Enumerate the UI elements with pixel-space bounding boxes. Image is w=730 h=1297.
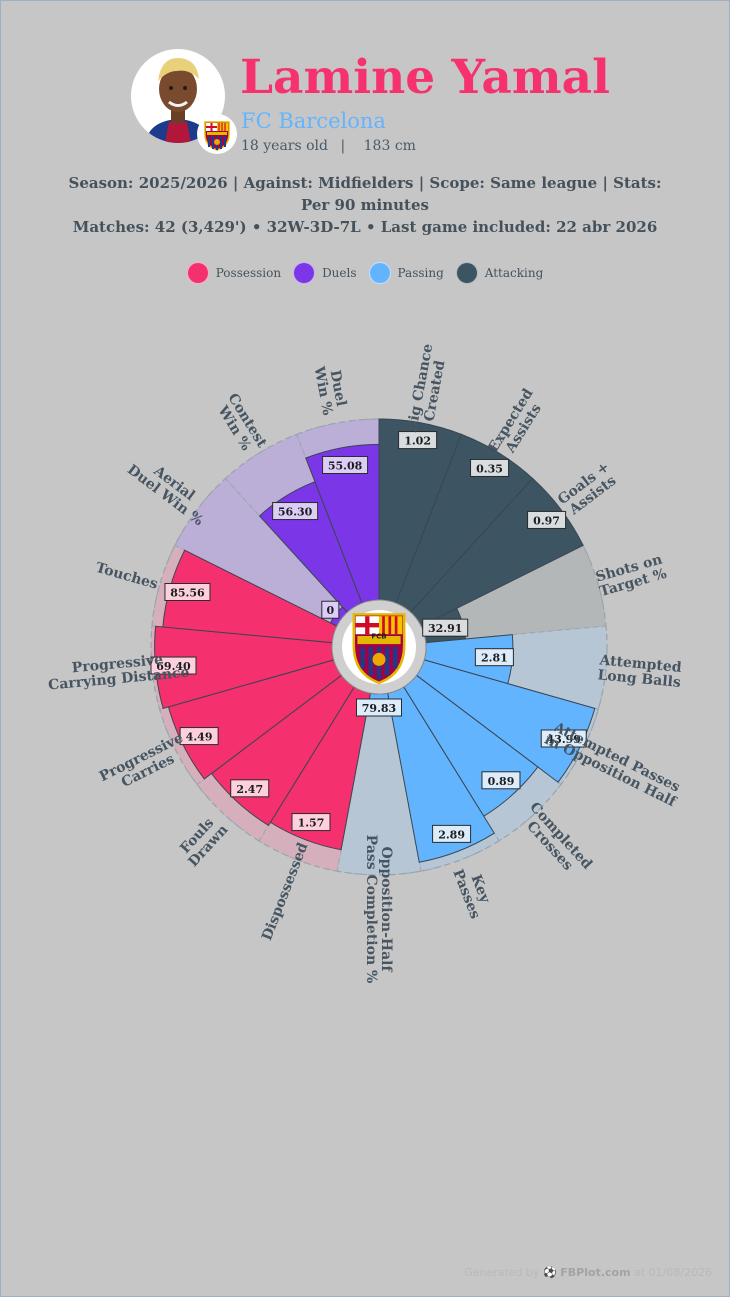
category-label-progressive-carries: ProgressiveCarries bbox=[97, 730, 193, 799]
footer: Generated by ⚽ FBPlot.com at 01/08/2026 bbox=[464, 1266, 712, 1279]
player-age: 18 years old bbox=[241, 138, 329, 154]
legend-item-possession: Possession bbox=[186, 262, 282, 284]
category-label-line: Long Balls bbox=[597, 667, 682, 691]
category-label-line: Touches bbox=[94, 560, 160, 593]
crest-label: FCB bbox=[371, 633, 386, 641]
legend-swatch-attacking bbox=[455, 262, 478, 284]
value-label-expected-assists: 0.35 bbox=[476, 462, 503, 475]
value-label-box-expected-assists bbox=[470, 458, 510, 477]
category-label-line: Attempted bbox=[598, 652, 683, 676]
legend-item-passing: Passing bbox=[368, 262, 444, 284]
legend: Possession Duels Passing Attacking bbox=[0, 262, 730, 284]
legend-item-duels: Duels bbox=[293, 262, 357, 284]
player-meta: 18 years old | 183 cm bbox=[241, 138, 416, 154]
legend-swatch-possession bbox=[186, 262, 209, 284]
value-label-opposition-half-pass-completion: 79.83 bbox=[362, 702, 396, 715]
club-badge bbox=[197, 114, 237, 154]
legend-label-passing: Passing bbox=[397, 266, 444, 280]
value-label-completed-crosses: 0.89 bbox=[488, 775, 515, 788]
player-name: Lamine Yamal bbox=[240, 50, 610, 105]
category-label-duel-win: DuelWin % bbox=[310, 362, 350, 417]
context-line-2: Matches: 42 (3,429') • 32W-3D-7L • Last … bbox=[72, 218, 658, 236]
category-label-key-passes: KeyPasses bbox=[449, 862, 497, 922]
footer-prefix: Generated by bbox=[464, 1266, 540, 1279]
context-block: Season: 2025/2026 | Against: Midfielders… bbox=[58, 172, 672, 238]
value-label-box-progressive-carrying-distance bbox=[150, 656, 197, 675]
value-label-goals-assists: 0.97 bbox=[533, 514, 560, 527]
category-label-attempted-long-balls: AttemptedLong Balls bbox=[596, 652, 682, 691]
category-label-big-chance-created: Big ChanceCreated bbox=[404, 342, 451, 436]
player-height: 183 cm bbox=[363, 138, 416, 154]
legend-swatch-passing bbox=[368, 262, 391, 284]
category-label-line: Duel bbox=[327, 369, 349, 408]
value-label-box-fouls-drawn bbox=[230, 779, 270, 798]
category-label-shots-on-target: Shots onTarget % bbox=[594, 551, 669, 600]
radar-outer-ring bbox=[150, 418, 608, 876]
category-label-contest-win: ContestWin % bbox=[212, 391, 270, 459]
category-label-goals-assists: Goals +Assists bbox=[555, 459, 622, 520]
legend-label-attacking: Attacking bbox=[484, 266, 544, 280]
category-label-fouls-drawn: FoulsDrawn bbox=[174, 812, 231, 870]
value-label-duel-win: 55.08 bbox=[328, 459, 363, 472]
meta-separator: | bbox=[340, 138, 346, 154]
value-label-box-shots-on-target bbox=[422, 618, 469, 637]
category-label-line: Dispossessed bbox=[259, 840, 311, 943]
category-label-opposition-half-pass-completion: Opposition-HalfPass Completion % bbox=[363, 835, 394, 984]
value-label-attempted-long-balls: 2.81 bbox=[481, 652, 508, 665]
category-label-line: Pass Completion % bbox=[363, 835, 379, 984]
value-label-progressive-carrying-distance: 69.40 bbox=[156, 660, 191, 673]
value-label-box-aerial-duel-win bbox=[321, 600, 340, 619]
value-label-box-opposition-half-pass-completion bbox=[356, 698, 402, 717]
category-label-line: Opposition-Half bbox=[378, 846, 394, 972]
radar-chart: FCB 1.02 0.35 0.97 32.91 2.81 43.99 0.89 2.89 79.… bbox=[48, 342, 683, 984]
value-label-box-attempted-long-balls bbox=[474, 648, 514, 667]
category-label-expected-assists: ExpectedAssists bbox=[485, 386, 549, 463]
value-label-attempted-passes-in-opposition-half: 43.99 bbox=[547, 733, 581, 746]
value-label-aerial-duel-win: 0 bbox=[326, 604, 334, 617]
legend-swatch-duels bbox=[293, 262, 316, 284]
value-label-fouls-drawn: 2.47 bbox=[236, 783, 263, 796]
footer-brand[interactable]: FBPlot.com bbox=[560, 1266, 631, 1279]
value-label-box-key-passes bbox=[432, 824, 472, 843]
value-label-box-attempted-passes-in-opposition-half bbox=[540, 729, 587, 748]
legend-item-attacking: Attacking bbox=[455, 262, 544, 284]
footer-suffix: at 01/08/2026 bbox=[634, 1266, 712, 1279]
legend-label-possession: Possession bbox=[215, 266, 282, 280]
value-label-touches: 85.56 bbox=[170, 587, 205, 600]
player-photo-icon bbox=[145, 57, 211, 143]
value-label-box-duel-win bbox=[322, 455, 369, 474]
category-label-dispossessed: Dispossessed bbox=[259, 840, 311, 943]
value-label-box-completed-crosses bbox=[481, 771, 521, 790]
club-name[interactable]: FC Barcelona bbox=[241, 109, 386, 133]
category-label-aerial-duel-win: AerialDuel Win % bbox=[124, 450, 215, 529]
legend-label-duels: Duels bbox=[322, 266, 357, 280]
value-label-box-goals-assists bbox=[527, 510, 567, 529]
value-label-contest-win: 56.30 bbox=[278, 506, 313, 519]
value-label-key-passes: 2.89 bbox=[438, 828, 465, 841]
club-crest-icon bbox=[352, 613, 406, 685]
context-line-1: Season: 2025/2026 | Against: Midfielders… bbox=[68, 174, 662, 214]
category-label-touches: Touches bbox=[94, 560, 160, 593]
value-label-box-contest-win bbox=[272, 502, 319, 521]
value-label-progressive-carries: 4.49 bbox=[186, 731, 213, 744]
football-icon: ⚽ bbox=[543, 1266, 557, 1279]
value-label-dispossessed: 1.57 bbox=[298, 817, 325, 830]
value-label-box-progressive-carries bbox=[179, 727, 219, 746]
value-label-box-big-chance-created bbox=[398, 431, 438, 450]
value-label-shots-on-target: 32.91 bbox=[428, 622, 462, 635]
value-label-big-chance-created: 1.02 bbox=[404, 435, 431, 448]
value-label-box-dispossessed bbox=[291, 813, 331, 832]
value-label-box-touches bbox=[164, 583, 211, 602]
club-crest-small-icon bbox=[204, 121, 230, 151]
